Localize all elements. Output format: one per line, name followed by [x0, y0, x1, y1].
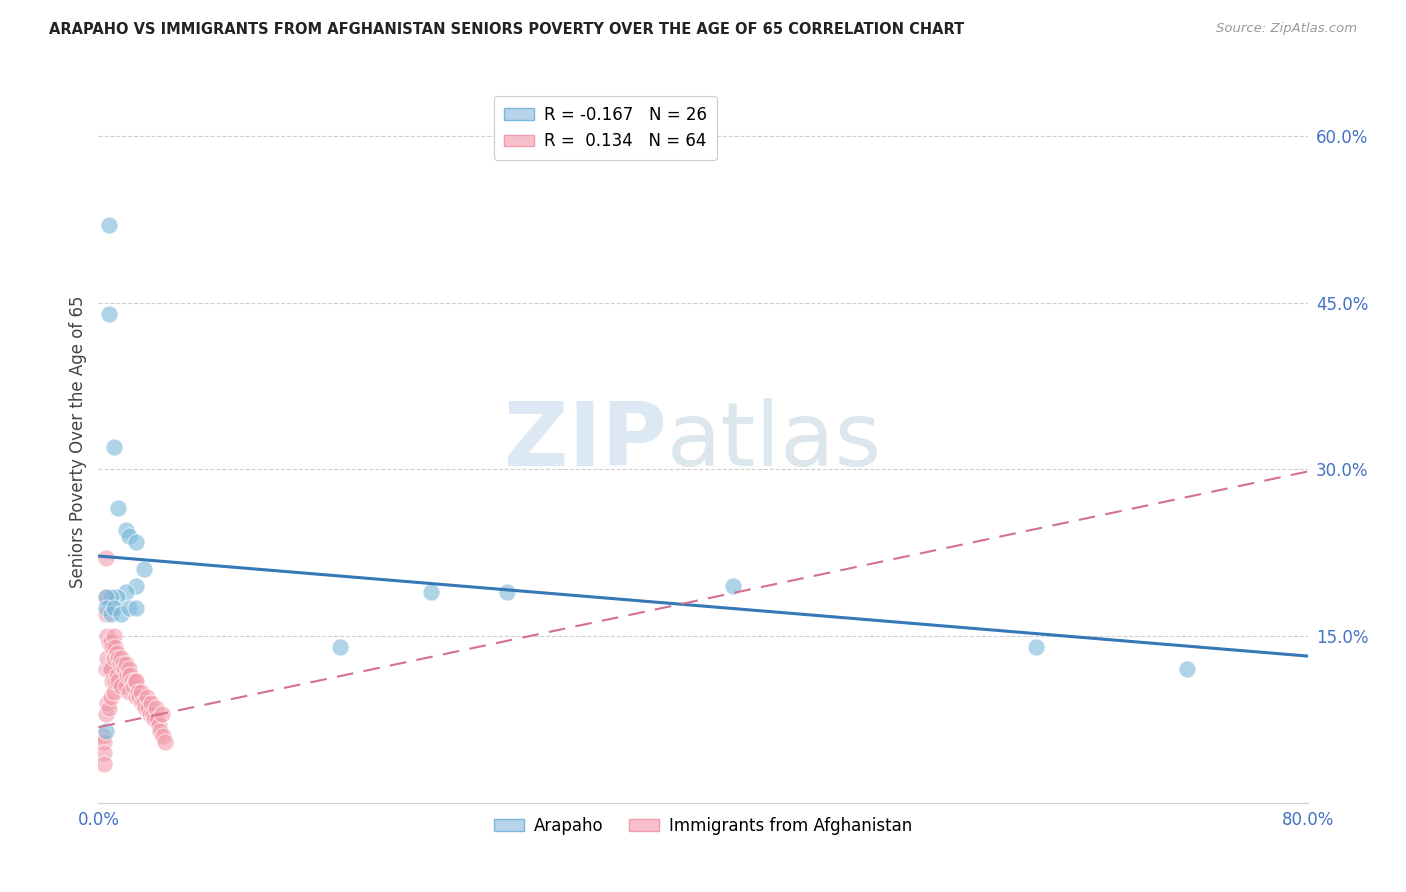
Point — [1175, 662, 1198, 676]
Point — [108, 657, 131, 671]
Point — [100, 590, 122, 604]
Text: ARAPAHO VS IMMIGRANTS FROM AFGHANISTAN SENIORS POVERTY OVER THE AGE OF 65 CORREL: ARAPAHO VS IMMIGRANTS FROM AFGHANISTAN S… — [49, 22, 965, 37]
Point — [94, 590, 117, 604]
Point — [103, 651, 125, 665]
Point — [105, 646, 128, 660]
Point — [142, 706, 165, 721]
Point — [115, 668, 138, 682]
Y-axis label: Seniors Poverty Over the Age of 65: Seniors Poverty Over the Age of 65 — [69, 295, 87, 588]
Point — [135, 690, 157, 705]
Point — [94, 723, 117, 738]
Text: ZIP: ZIP — [503, 398, 666, 485]
Point — [101, 673, 124, 688]
Point — [139, 706, 162, 721]
Point — [134, 701, 156, 715]
Point — [94, 590, 117, 604]
Point — [146, 713, 169, 727]
Point — [110, 607, 132, 621]
Point — [112, 662, 135, 676]
Point — [136, 701, 159, 715]
Point — [98, 218, 121, 232]
Point — [98, 662, 121, 676]
Point — [94, 551, 117, 566]
Point — [100, 662, 122, 676]
Point — [141, 696, 163, 710]
Point — [120, 668, 142, 682]
Point — [118, 529, 141, 543]
Point — [118, 684, 141, 698]
Point — [125, 673, 148, 688]
Point — [150, 706, 173, 721]
Point — [93, 734, 115, 748]
Point — [128, 690, 150, 705]
Point — [149, 723, 172, 738]
Point — [98, 307, 121, 321]
Point — [153, 734, 176, 748]
Point — [107, 673, 129, 688]
Point — [105, 590, 128, 604]
Point — [152, 729, 174, 743]
Point — [98, 701, 121, 715]
Point — [143, 713, 166, 727]
Point — [148, 718, 170, 732]
Point — [103, 440, 125, 454]
Point — [114, 584, 136, 599]
Point — [110, 679, 132, 693]
Point — [132, 696, 155, 710]
Text: atlas: atlas — [666, 398, 882, 485]
Point — [107, 651, 129, 665]
Point — [98, 634, 121, 648]
Point — [111, 657, 134, 671]
Point — [329, 640, 352, 655]
Point — [104, 673, 127, 688]
Point — [100, 607, 122, 621]
Point — [104, 640, 127, 655]
Point — [93, 746, 115, 760]
Point — [91, 729, 114, 743]
Point — [122, 679, 145, 693]
Point — [127, 684, 149, 698]
Point — [107, 501, 129, 516]
Point — [420, 584, 443, 599]
Point — [101, 640, 124, 655]
Point — [103, 629, 125, 643]
Point — [132, 562, 155, 576]
Point — [145, 701, 167, 715]
Point — [125, 534, 148, 549]
Point — [110, 651, 132, 665]
Point — [129, 684, 152, 698]
Point — [94, 607, 117, 621]
Legend: Arapaho, Immigrants from Afghanistan: Arapaho, Immigrants from Afghanistan — [488, 810, 918, 841]
Point — [118, 601, 141, 615]
Point — [118, 662, 141, 676]
Point — [96, 651, 118, 665]
Point — [96, 696, 118, 710]
Point — [103, 684, 125, 698]
Point — [131, 696, 153, 710]
Text: Source: ZipAtlas.com: Source: ZipAtlas.com — [1216, 22, 1357, 36]
Point — [125, 601, 148, 615]
Point — [121, 673, 143, 688]
Point — [495, 584, 517, 599]
Point — [93, 756, 115, 771]
Point — [94, 601, 117, 615]
Point — [124, 673, 146, 688]
Point — [723, 579, 745, 593]
Point — [100, 690, 122, 705]
Point — [100, 634, 122, 648]
Point — [1024, 640, 1046, 655]
Point — [94, 662, 117, 676]
Point — [94, 706, 117, 721]
Point — [103, 601, 125, 615]
Point — [114, 524, 136, 538]
Point — [125, 690, 148, 705]
Point — [105, 668, 128, 682]
Point — [114, 657, 136, 671]
Point — [125, 579, 148, 593]
Point — [96, 629, 118, 643]
Point — [114, 679, 136, 693]
